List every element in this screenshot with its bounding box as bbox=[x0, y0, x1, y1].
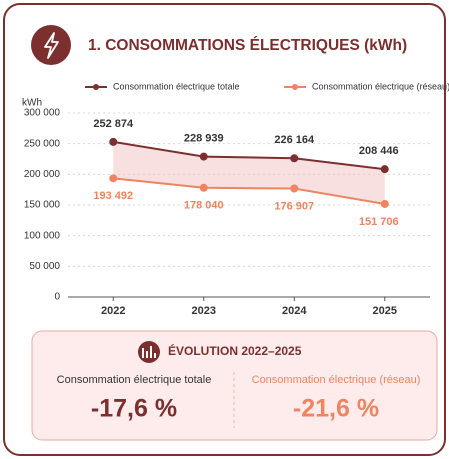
data-label: 176 907 bbox=[274, 200, 314, 212]
data-label: 208 446 bbox=[359, 145, 399, 157]
y-tick-label: 150 000 bbox=[24, 200, 61, 211]
evolution-label: Consommation électrique totale bbox=[57, 374, 212, 386]
area-between bbox=[113, 141, 385, 204]
data-label: 151 706 bbox=[359, 216, 399, 228]
x-tick-label: 2023 bbox=[192, 305, 216, 317]
y-tick-label: 50 000 bbox=[29, 261, 60, 272]
y-tick-label: 100 000 bbox=[24, 230, 61, 241]
legend-dot bbox=[93, 84, 99, 90]
lightning bbox=[44, 32, 59, 59]
series-line bbox=[113, 177, 385, 205]
x-tick-label: 2024 bbox=[282, 305, 307, 317]
data-label: 226 164 bbox=[274, 134, 315, 146]
point bbox=[199, 183, 208, 192]
legend-label: Consommation électrique totale bbox=[113, 81, 240, 91]
data-label: 193 492 bbox=[93, 190, 133, 202]
point bbox=[380, 199, 389, 208]
point bbox=[290, 154, 299, 163]
y-tick-label: 300 000 bbox=[24, 108, 61, 119]
title-icon bbox=[31, 25, 71, 65]
point bbox=[199, 152, 208, 161]
evolution-title: ÉVOLUTION 2022–2025 bbox=[168, 343, 302, 358]
y-tick-label: 0 bbox=[54, 292, 60, 303]
evolution-value: -17,6 % bbox=[91, 395, 177, 423]
data-label: 252 874 bbox=[93, 118, 134, 130]
point bbox=[109, 174, 118, 183]
y-tick-label: 250 000 bbox=[24, 138, 61, 149]
evolution-icon bbox=[138, 341, 160, 363]
point bbox=[109, 137, 118, 146]
y-tick-label: 200 000 bbox=[24, 169, 61, 180]
chart-title: 1. CONSOMMATIONS ÉLECTRIQUES (kWh) bbox=[88, 37, 407, 54]
evolution-label: Consommation électrique (réseau) bbox=[252, 374, 421, 386]
x-tick-label: 2025 bbox=[373, 305, 397, 317]
y-axis-label: kWh bbox=[22, 98, 42, 109]
series-line bbox=[113, 140, 385, 171]
legend-dot bbox=[292, 84, 298, 90]
legend-label: Consommation électrique (réseau) bbox=[312, 81, 449, 91]
data-label: 178 040 bbox=[184, 200, 224, 212]
point bbox=[290, 184, 299, 193]
data-label: 228 939 bbox=[184, 132, 224, 144]
point bbox=[380, 165, 389, 174]
evolution-value: -21,6 % bbox=[293, 395, 379, 423]
x-tick-label: 2022 bbox=[101, 305, 125, 317]
evolution-icon-bars bbox=[142, 346, 156, 358]
